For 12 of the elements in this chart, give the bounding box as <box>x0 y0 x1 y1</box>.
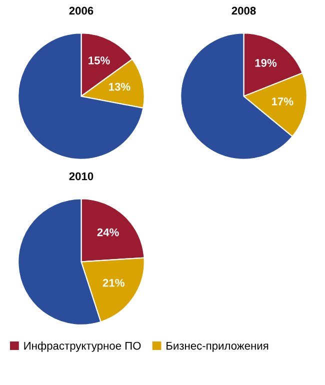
data-label: 17% <box>272 98 294 106</box>
legend-label: Бизнес-приложения <box>166 342 268 352</box>
data-label: 21% <box>102 278 124 287</box>
data-label: 19% <box>255 58 277 67</box>
pie-slice <box>18 32 144 160</box>
chart-title: 2006 <box>69 6 94 15</box>
chart-title: 2008 <box>232 6 256 15</box>
legend-label: Инфраструктурное ПО <box>24 342 141 352</box>
data-label: 24% <box>97 228 119 236</box>
data-label: 15% <box>88 56 110 64</box>
data-label: 13% <box>109 82 130 91</box>
chart-title: 2010 <box>69 172 94 180</box>
